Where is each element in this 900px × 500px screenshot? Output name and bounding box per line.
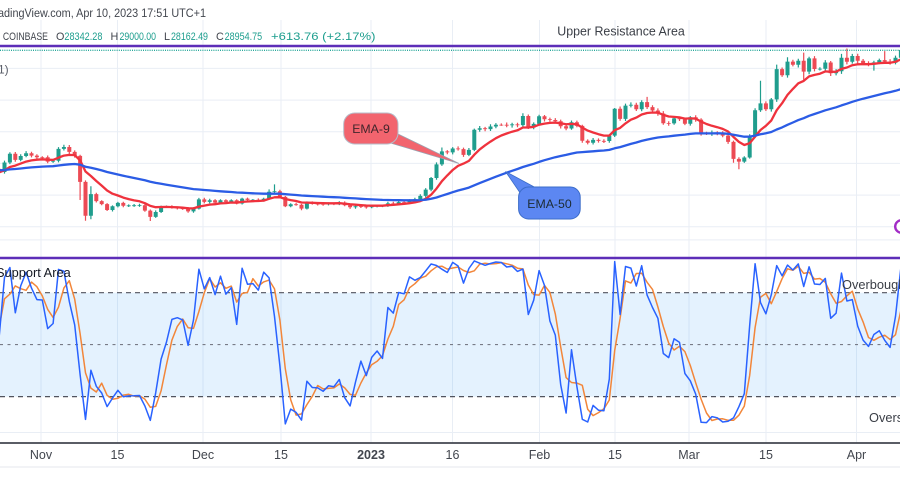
svg-text:15: 15 xyxy=(274,448,288,462)
svg-text:Nov: Nov xyxy=(30,448,53,462)
svg-text:Support Area: Support Area xyxy=(0,265,72,280)
svg-text:Dec: Dec xyxy=(192,448,214,462)
svg-text:adingView.com, Apr 10, 2023 17: adingView.com, Apr 10, 2023 17:51 UTC+1 xyxy=(0,6,206,20)
svg-text:EMA-9: EMA-9 xyxy=(352,122,390,136)
svg-text:15: 15 xyxy=(111,448,125,462)
svg-text:15: 15 xyxy=(759,448,773,462)
svg-text:Upper Resistance Area: Upper Resistance Area xyxy=(557,24,685,39)
svg-text:Oversold: Oversold xyxy=(869,410,900,425)
svg-text:1): 1) xyxy=(0,63,9,77)
svg-text:Mar: Mar xyxy=(678,448,700,462)
svg-text:16: 16 xyxy=(446,448,460,462)
svg-text:Apr: Apr xyxy=(847,448,866,462)
svg-text:Overbought: Overbought xyxy=(842,277,900,292)
svg-text:Feb: Feb xyxy=(529,448,551,462)
svg-text:2023: 2023 xyxy=(357,448,385,462)
svg-text:EMA-50: EMA-50 xyxy=(527,197,572,211)
svg-text:15: 15 xyxy=(608,448,622,462)
